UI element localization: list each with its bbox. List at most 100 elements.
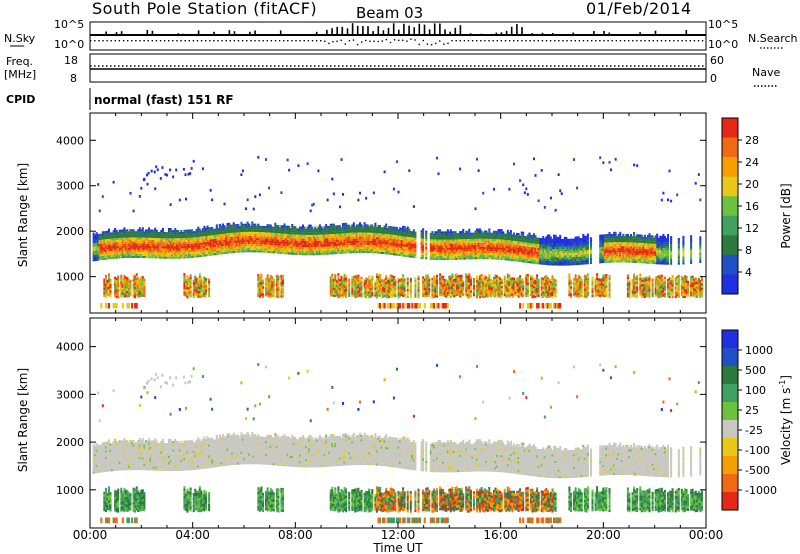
power-cell xyxy=(277,284,280,287)
power-cell xyxy=(386,280,389,283)
power-cell xyxy=(168,234,171,237)
power-cell xyxy=(208,247,211,250)
power-cell xyxy=(411,241,414,244)
power-cell xyxy=(335,245,338,248)
power-cell xyxy=(408,245,411,248)
power-cell xyxy=(363,246,366,249)
power-cell xyxy=(474,255,477,258)
power-cell xyxy=(124,235,127,238)
power-cell xyxy=(406,255,409,258)
power-cell xyxy=(189,249,192,252)
power-cell xyxy=(114,292,117,295)
power-cell xyxy=(178,232,181,235)
power-cell xyxy=(351,247,354,250)
power-cell xyxy=(149,231,152,234)
power-cell xyxy=(128,278,131,282)
power-cell xyxy=(428,283,431,286)
nsky-spike xyxy=(254,30,256,35)
power-cell xyxy=(272,232,275,235)
power-cell xyxy=(209,243,212,246)
power-cell xyxy=(420,244,423,247)
power-cell xyxy=(423,278,426,281)
power-cell xyxy=(268,228,271,231)
power-cell xyxy=(243,233,246,236)
power-cell xyxy=(309,232,312,235)
power-cell xyxy=(148,243,151,246)
power-cell xyxy=(118,235,121,238)
power-cell xyxy=(402,229,405,232)
power-cell xyxy=(348,224,351,227)
power-cell xyxy=(174,242,177,245)
power-cell xyxy=(451,245,454,248)
power-cell xyxy=(452,279,455,282)
power-cell xyxy=(357,288,360,291)
power-cell xyxy=(185,242,188,245)
power-cell xyxy=(428,279,431,282)
power-cell xyxy=(212,241,215,244)
power-cell xyxy=(329,291,332,295)
power-cell xyxy=(194,277,197,281)
power-cell xyxy=(132,241,135,244)
power-cell xyxy=(128,281,131,284)
nsearch-dot xyxy=(504,40,507,42)
power-cell xyxy=(103,290,106,293)
power-cell xyxy=(200,248,203,251)
power-cell xyxy=(188,241,191,244)
power-cell xyxy=(180,236,183,239)
power-cell xyxy=(377,229,380,232)
power-cell xyxy=(354,246,357,249)
power-cell xyxy=(115,246,118,249)
power-cell xyxy=(211,247,214,250)
power-cell xyxy=(369,249,372,252)
cpid-label: CPID xyxy=(6,93,35,106)
power-cell xyxy=(454,237,457,240)
power-cell xyxy=(211,233,214,236)
power-cell xyxy=(135,233,138,236)
power-cell xyxy=(436,257,439,260)
power-cell xyxy=(472,236,475,239)
power-cell xyxy=(379,287,382,290)
power-cell xyxy=(229,245,232,248)
power-cell xyxy=(431,280,434,283)
power-cell xyxy=(234,232,237,235)
power-cell xyxy=(369,286,372,289)
power-cell xyxy=(265,244,268,247)
power-cell xyxy=(394,279,397,282)
power-cell xyxy=(260,227,263,230)
power-cell xyxy=(368,248,371,251)
power-cell xyxy=(368,280,371,283)
power-cell xyxy=(477,291,480,294)
power-cell xyxy=(380,237,383,240)
power-cell xyxy=(409,245,412,248)
power-cell xyxy=(197,293,200,296)
power-cell xyxy=(460,245,463,248)
power-cell xyxy=(314,253,317,256)
nsky-spike xyxy=(346,28,349,35)
power-cell xyxy=(469,276,472,280)
power-cell xyxy=(379,239,382,242)
power-cell xyxy=(402,285,405,288)
power-cell xyxy=(231,242,234,245)
power-cell xyxy=(280,288,283,291)
power-cell xyxy=(377,273,380,277)
power-cell xyxy=(377,245,380,248)
power-cell xyxy=(375,243,378,246)
power-cell xyxy=(194,282,197,285)
power-cell xyxy=(106,293,109,296)
power-cell xyxy=(206,233,209,236)
power-cell xyxy=(141,278,144,281)
power-cell xyxy=(109,255,112,258)
nsearch-dot xyxy=(176,40,178,42)
power-cell xyxy=(132,279,135,282)
power-cell xyxy=(300,230,303,233)
power-cell xyxy=(126,247,129,250)
power-cell xyxy=(411,249,414,252)
power-cell xyxy=(246,235,249,238)
power-cell xyxy=(443,294,446,298)
power-cell xyxy=(198,282,201,285)
power-cell xyxy=(314,247,317,250)
power-cell xyxy=(329,280,332,283)
power-cell xyxy=(115,295,118,299)
power-cell xyxy=(343,276,346,279)
nsky-spike xyxy=(505,30,508,35)
